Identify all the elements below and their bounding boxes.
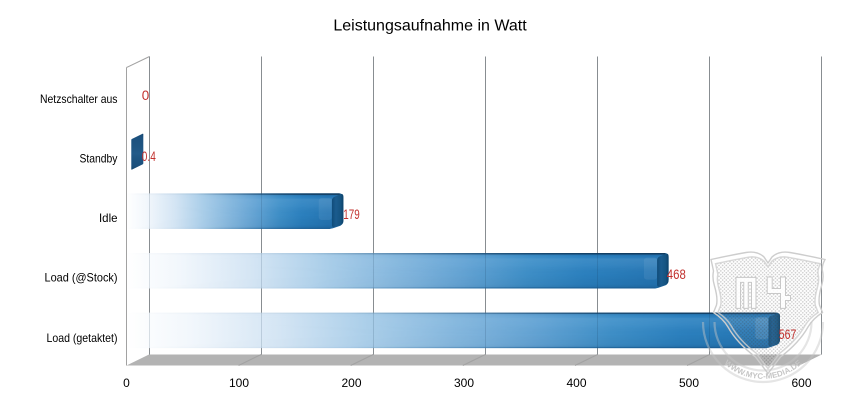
svg-text:179: 179 [343,207,360,222]
svg-text:100: 100 [229,376,249,390]
svg-text:Standby: Standby [80,152,118,166]
svg-text:600: 600 [791,376,811,390]
svg-text:200: 200 [341,376,361,390]
svg-text:Idle: Idle [99,211,118,225]
svg-text:468: 468 [667,267,686,282]
svg-text:0: 0 [123,376,130,390]
svg-text:400: 400 [566,376,586,390]
svg-text:Leistungsaufnahme in Watt: Leistungsaufnahme in Watt [333,18,527,35]
svg-text:500: 500 [679,376,699,390]
svg-text:567: 567 [779,327,797,342]
svg-text:Netzschalter aus: Netzschalter aus [40,92,118,106]
svg-text:0: 0 [142,88,150,103]
svg-text:Load (getaktet): Load (getaktet) [47,331,118,345]
svg-text:Load (@Stock): Load (@Stock) [45,271,118,285]
svg-text:300: 300 [454,376,474,390]
svg-text:0.4: 0.4 [142,149,156,164]
